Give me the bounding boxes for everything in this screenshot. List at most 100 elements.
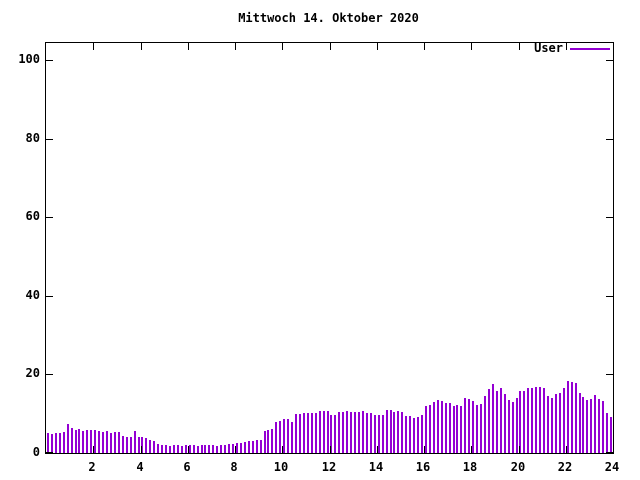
tick-mark [93, 43, 94, 50]
bar [46, 433, 49, 453]
x-tick-label: 14 [368, 460, 384, 474]
bar [184, 445, 187, 453]
bar [287, 419, 290, 453]
bar [283, 418, 286, 453]
legend-label: User [534, 41, 563, 55]
bar [106, 431, 109, 453]
bar [180, 445, 183, 453]
bar [519, 390, 522, 453]
bar [385, 409, 388, 453]
bar [515, 397, 518, 453]
tick-mark [46, 374, 53, 375]
bar [523, 390, 526, 453]
x-tick-label: 24 [604, 460, 620, 474]
bar [141, 437, 144, 453]
bar [550, 397, 553, 453]
bar [161, 445, 164, 453]
x-tick-label: 10 [273, 460, 289, 474]
bar [476, 404, 479, 453]
bar [94, 430, 97, 453]
bar [165, 445, 168, 453]
bar [401, 412, 404, 453]
bar [428, 405, 431, 453]
bar [125, 436, 128, 453]
bar [291, 421, 294, 453]
bar [377, 414, 380, 453]
bar [295, 414, 298, 453]
tick-mark [519, 446, 520, 453]
bar [204, 445, 207, 453]
y-tick-label: 20 [25, 366, 40, 380]
bar [247, 441, 250, 453]
bar [153, 440, 156, 453]
x-tick-label: 12 [321, 460, 337, 474]
tick-mark [282, 446, 283, 453]
tick-mark [377, 43, 378, 50]
tick-mark [235, 446, 236, 453]
tick-mark [235, 43, 236, 50]
x-tick-label: 18 [462, 460, 478, 474]
bar [228, 444, 231, 453]
bar [239, 442, 242, 453]
y-tick-label: 60 [25, 209, 40, 223]
bar [271, 429, 274, 453]
bar [98, 431, 101, 453]
bar [322, 410, 325, 453]
bar [70, 427, 73, 453]
bar [535, 386, 538, 453]
bar [137, 437, 140, 453]
y-tick-label: 40 [25, 288, 40, 302]
bar [405, 415, 408, 453]
bar [267, 430, 270, 453]
tick-mark [471, 43, 472, 50]
tick-mark [566, 43, 567, 50]
x-tick-label: 2 [88, 460, 96, 474]
bar [306, 412, 309, 453]
tick-mark [46, 60, 53, 61]
bar [149, 440, 152, 453]
tick-mark [93, 446, 94, 453]
bar [417, 417, 420, 453]
tick-mark [606, 139, 613, 140]
tick-mark [46, 139, 53, 140]
bar [507, 400, 510, 453]
bar [78, 429, 81, 453]
bar [365, 412, 368, 453]
bar [342, 412, 345, 453]
bar [432, 401, 435, 453]
tick-mark [566, 446, 567, 453]
bar [373, 414, 376, 453]
bar [361, 411, 364, 453]
y-tick-label: 100 [18, 52, 40, 66]
chart-title: Mittwoch 14. Oktober 2020 [238, 11, 419, 25]
tick-mark [330, 43, 331, 50]
bar [369, 412, 372, 453]
bar [235, 443, 238, 453]
bar [50, 434, 53, 453]
bar [472, 401, 475, 453]
x-tick-label: 8 [230, 460, 238, 474]
bar [484, 395, 487, 453]
tick-mark [424, 43, 425, 50]
bar [389, 410, 392, 453]
bar [480, 403, 483, 453]
bar [421, 414, 424, 453]
tick-mark [606, 452, 613, 453]
bar [436, 399, 439, 453]
bar [350, 411, 353, 453]
bar [176, 445, 179, 453]
bar [62, 432, 65, 453]
bar [314, 412, 317, 453]
tick-mark [282, 43, 283, 50]
bar [602, 401, 605, 453]
bar [82, 430, 85, 453]
bar [66, 424, 69, 453]
bar [381, 415, 384, 453]
bar [409, 416, 412, 453]
bar [279, 420, 282, 453]
bar [338, 411, 341, 453]
tick-mark [188, 446, 189, 453]
bar [90, 430, 93, 453]
bar [531, 387, 534, 453]
